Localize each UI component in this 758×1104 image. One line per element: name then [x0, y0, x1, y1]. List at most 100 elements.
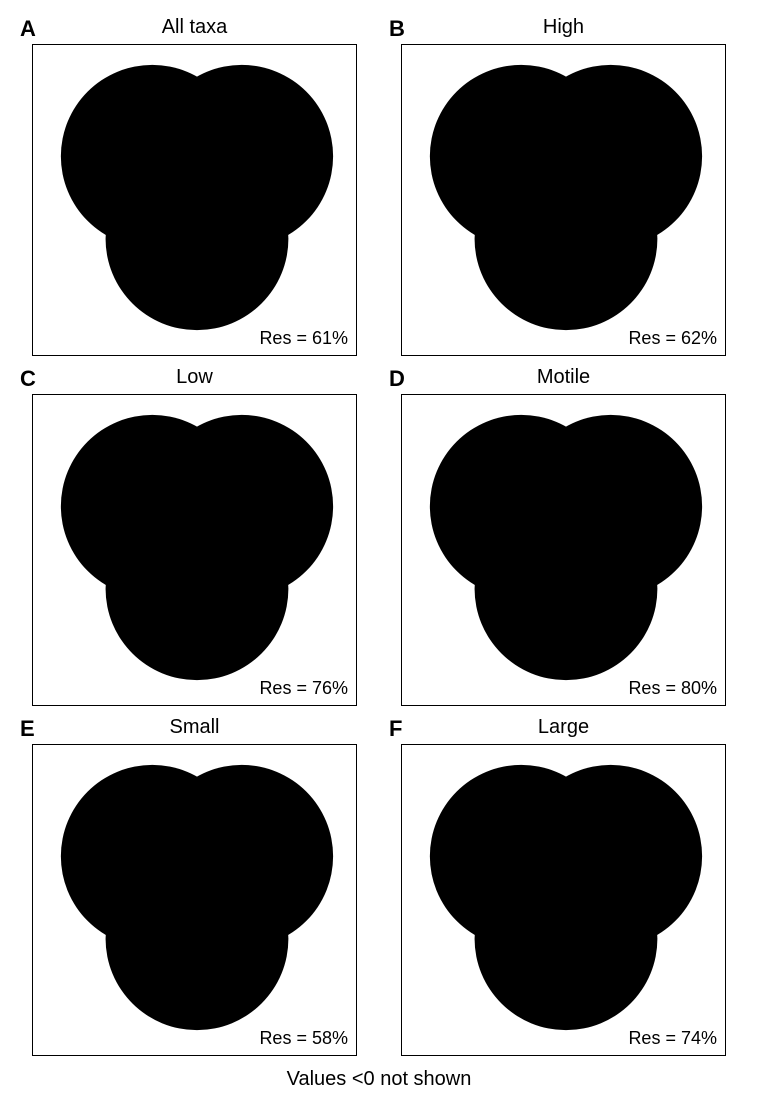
biotic-region-value: 6%* [176, 635, 220, 658]
panel-F: FLargeEnv11%**Space3%·Biotic1%1%6%5%Res … [379, 710, 748, 1060]
residual-prefix: Res = [628, 328, 681, 348]
biotic-region-label: Biotic [176, 613, 220, 636]
env-biotic-overlap: 9% [501, 559, 527, 582]
env-region-value: 4%* [470, 485, 503, 508]
panel-title: Small [10, 716, 379, 739]
residual: Res = 62% [628, 328, 717, 349]
biotic-region: Biotic4%* [545, 263, 589, 308]
panel-box: Env8%** Space5%* Biotic2%· 3% 11% 11% Res = 61… [32, 44, 357, 356]
space-biotic-overlap: 1% [238, 559, 264, 582]
residual: Res = 58% [259, 1028, 348, 1049]
env-biotic-overlap: 3% [132, 559, 158, 582]
env-region-value: 8%** [98, 835, 138, 858]
residual-prefix: Res = [259, 1028, 312, 1048]
residual: Res = 74% [628, 1028, 717, 1049]
panel-title: All taxa [10, 16, 379, 39]
biotic-region-label: Biotic [545, 613, 589, 636]
panel-grid: AAll taxaEnv8%**Space5%*Biotic2%·3%11%11… [10, 10, 748, 1060]
venn-diagram [402, 45, 725, 355]
panel-title: Large [379, 716, 748, 739]
venn-diagram [33, 745, 356, 1055]
env-region-label: Env [101, 463, 134, 486]
figure: AAll taxaEnv8%**Space5%*Biotic2%·3%11%11… [10, 10, 748, 1091]
space-region-label: Space [624, 463, 675, 486]
space-region-label: Space [624, 813, 675, 836]
all-overlap: 7% [185, 516, 211, 539]
panel-A: AAll taxaEnv8%**Space5%*Biotic2%·3%11%11… [10, 10, 379, 360]
biotic-region-value: 4%* [176, 985, 220, 1008]
venn-diagram [33, 395, 356, 705]
space-region-value: 5%* [255, 485, 306, 508]
residual: Res = 80% [628, 678, 717, 699]
space-biotic-overlap: 0% [607, 559, 633, 582]
env-space-overlap: 3% [185, 804, 211, 827]
all-overlap: 15% [180, 866, 216, 889]
panel-box: Env8%** Space6%** Biotic4%* 3% 8% 15% Res = 58… [32, 744, 357, 1056]
space-region-label: Space [255, 813, 306, 836]
footnote: Values <0 not shown [10, 1068, 748, 1091]
residual-value: 62% [681, 328, 717, 348]
all-overlap: 2% [554, 516, 580, 539]
all-overlap: 5% [554, 866, 580, 889]
env-region: Env8%** [98, 813, 138, 858]
space-region-value: 3%· [624, 835, 675, 858]
biotic-region: Biotic2% [545, 613, 589, 658]
space-region: Space5%* [624, 113, 675, 158]
residual-value: 58% [312, 1028, 348, 1048]
panel-D: DMotileEnv4%*Space1%Biotic2%1%9%0%2%Res … [379, 360, 748, 710]
space-region: Space1% [624, 463, 675, 508]
biotic-region-label: Biotic [545, 963, 589, 986]
env-space-overlap: 1% [554, 804, 580, 827]
space-biotic-overlap: 6% [607, 909, 633, 932]
env-region: Env11%** [463, 813, 512, 858]
panel-box: Env11%** Space3%· Biotic1% 1% 6% 5% Res = 74% [401, 744, 726, 1056]
venn-diagram [33, 45, 356, 355]
residual-value: 80% [681, 678, 717, 698]
biotic-region-value: 2% [545, 635, 589, 658]
panel-title: Motile [379, 366, 748, 389]
biotic-region: Biotic2%· [176, 263, 220, 308]
space-region: Space6%** [255, 813, 306, 858]
residual-value: 61% [312, 328, 348, 348]
space-region: Space5%* [255, 463, 306, 508]
panel-E: ESmallEnv8%**Space6%**Biotic4%*3%8%15%Re… [10, 710, 379, 1060]
panel-C: CLowEnv3%*Space5%*Biotic6%*1%3%1%7%Res =… [10, 360, 379, 710]
env-region: Env5%* [470, 113, 503, 158]
env-region: Env8%** [98, 113, 138, 158]
env-region-value: 11%** [463, 835, 512, 858]
space-region-value: 5%* [255, 135, 306, 158]
residual-value: 76% [312, 678, 348, 698]
biotic-region-label: Biotic [176, 963, 220, 986]
space-region: Space5%* [255, 113, 306, 158]
biotic-region-label: Biotic [176, 263, 220, 286]
env-region-label: Env [98, 113, 138, 136]
env-region-value: 3%* [101, 485, 134, 508]
env-region-value: 5%* [470, 135, 503, 158]
env-region: Env3%* [101, 463, 134, 508]
env-region-label: Env [470, 113, 503, 136]
env-space-overlap: 3% [185, 104, 211, 127]
space-region: Space3%· [624, 813, 675, 858]
env-region-value: 8%** [98, 135, 138, 158]
space-region-value: 5%* [624, 135, 675, 158]
space-region-label: Space [624, 113, 675, 136]
biotic-region: Biotic1% [545, 963, 589, 1008]
env-space-overlap: 1% [554, 454, 580, 477]
space-region-label: Space [255, 113, 306, 136]
env-biotic-overlap: 11% [128, 209, 163, 232]
residual-prefix: Res = [259, 678, 312, 698]
env-region-label: Env [470, 463, 503, 486]
biotic-region-label: Biotic [545, 263, 589, 286]
env-biotic-overlap: 8% [132, 909, 158, 932]
venn-diagram [402, 395, 725, 705]
env-region-label: Env [98, 813, 138, 836]
residual-prefix: Res = [628, 1028, 681, 1048]
all-overlap: 11% [181, 166, 216, 189]
residual-prefix: Res = [259, 328, 312, 348]
env-space-overlap: 7% [554, 104, 580, 127]
space-region-value: 1% [624, 485, 675, 508]
biotic-region-value: 4%* [545, 285, 589, 308]
residual: Res = 61% [259, 328, 348, 349]
env-region-label: Env [463, 813, 512, 836]
panel-title: High [379, 16, 748, 39]
